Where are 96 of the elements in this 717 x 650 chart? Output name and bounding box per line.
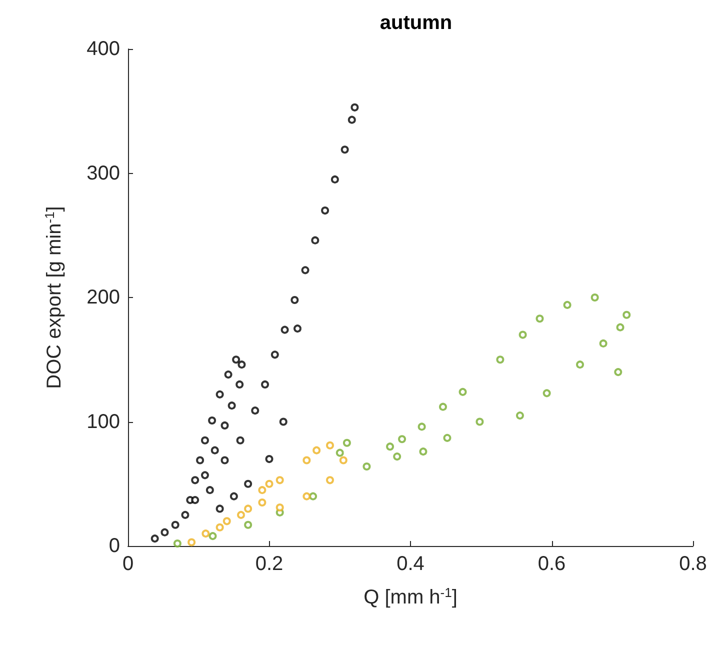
point [251, 406, 260, 415]
point [200, 471, 209, 480]
point [276, 503, 284, 512]
point [496, 356, 504, 364]
point [191, 496, 200, 504]
point [220, 421, 229, 430]
point [516, 412, 524, 420]
point [309, 492, 318, 500]
point [302, 456, 311, 464]
chart-title: autumn [380, 12, 452, 34]
x-tick-label: 0 [122, 553, 134, 575]
point [393, 452, 402, 461]
point [330, 175, 339, 184]
point [398, 435, 406, 444]
point [150, 534, 159, 543]
point [311, 236, 320, 244]
point [290, 296, 299, 304]
point [258, 498, 266, 507]
point [216, 504, 224, 513]
point [326, 441, 334, 450]
point [265, 455, 274, 464]
point [476, 418, 484, 426]
point [208, 416, 216, 425]
point [224, 370, 232, 379]
point [188, 538, 196, 546]
point [202, 530, 210, 538]
point [339, 456, 348, 464]
point [181, 510, 190, 519]
point [599, 339, 608, 348]
point [536, 314, 544, 323]
point [258, 486, 266, 494]
point [301, 266, 310, 274]
point [336, 448, 344, 457]
point [326, 476, 334, 484]
point [443, 434, 452, 442]
point [563, 300, 572, 309]
point [222, 517, 231, 526]
point [419, 448, 428, 456]
y-tick-label: 0 [108, 535, 120, 557]
point [173, 540, 182, 548]
point [302, 492, 311, 500]
point [265, 480, 274, 488]
point [270, 350, 279, 359]
point [244, 520, 252, 529]
point [590, 294, 599, 302]
point [216, 390, 224, 398]
x-tick-label: 0.8 [679, 553, 707, 575]
point [458, 388, 467, 396]
point [342, 438, 351, 447]
point [280, 326, 289, 334]
point [350, 103, 359, 112]
point [362, 462, 371, 470]
point [386, 442, 394, 451]
point [542, 389, 551, 398]
point [230, 492, 238, 500]
point [348, 116, 356, 124]
y-tick-label: 200 [86, 286, 120, 308]
point [160, 528, 169, 536]
y-tick-label: 100 [86, 410, 120, 433]
point [196, 456, 204, 464]
point [236, 436, 244, 444]
point [418, 422, 426, 431]
y-tick-label: 400 [86, 38, 120, 60]
point [210, 446, 219, 454]
point [171, 520, 180, 529]
point [191, 476, 200, 484]
point [216, 523, 224, 532]
x-tick-label: 0.6 [538, 553, 566, 575]
point [200, 436, 209, 444]
x-tick-label: 0.2 [255, 553, 284, 575]
point [614, 368, 622, 376]
point [294, 324, 302, 333]
point [279, 418, 288, 426]
point [228, 402, 236, 410]
point [276, 476, 284, 484]
x-tick-label: 0.4 [396, 553, 424, 575]
point [236, 380, 244, 388]
point [438, 402, 447, 411]
point [576, 360, 584, 369]
point [312, 446, 321, 454]
point [244, 480, 252, 488]
point [237, 510, 245, 519]
point [220, 456, 229, 464]
point [208, 532, 217, 540]
point [238, 360, 246, 369]
point [261, 380, 270, 388]
y-tick-label: 300 [86, 162, 120, 184]
point [206, 486, 214, 494]
point [244, 504, 252, 513]
point [616, 323, 624, 332]
y-axis-title: DOC export [g min-1] [42, 206, 66, 389]
point [232, 356, 240, 364]
point [518, 330, 527, 339]
point [340, 146, 349, 154]
point [622, 310, 631, 319]
point [321, 206, 330, 215]
